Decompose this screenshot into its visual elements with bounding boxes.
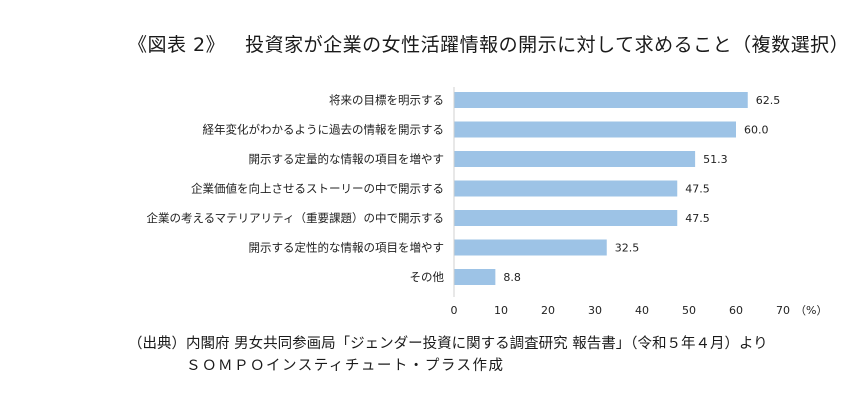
source-line-1: （出典）内閣府 男女共同参画局「ジェンダー投資に関する調査研究 報告書」（令和５… (128, 336, 768, 352)
category-label-5: 企業の考えるマテリアリティ（重要課題）の中で開示する (146, 211, 444, 225)
source-note: （出典）内閣府 男女共同参画局「ジェンダー投資に関する調査研究 報告書」（令和５… (128, 333, 768, 377)
value-label-6: 32.5 (615, 242, 640, 255)
x-tick-20: 20 (541, 304, 555, 317)
value-label-2: 60.0 (744, 124, 769, 137)
bar-4 (454, 180, 678, 197)
ticks-layer: 0 10 20 30 40 50 60 70 （%） (451, 304, 828, 317)
category-label-7: その他 (410, 270, 445, 284)
category-label-3: 開示する定量的な情報の項目を増やす (249, 152, 445, 166)
value-label-4: 47.5 (685, 183, 710, 196)
x-tick-70: 70 (776, 304, 790, 317)
x-tick-30: 30 (588, 304, 602, 317)
category-label-1: 将来の目標を明示する (329, 93, 444, 107)
category-label-6: 開示する定性的な情報の項目を増やす (249, 241, 445, 255)
x-tick-50: 50 (682, 304, 696, 317)
source-line-2: ＳＯＭＰＯインスティチュート・プラス作成 (186, 358, 505, 374)
bars-layer (454, 92, 748, 285)
category-label-4: 企業価値を向上させるストーリーの中で開示する (191, 182, 444, 196)
x-tick-40: 40 (635, 304, 649, 317)
bar-5 (454, 210, 678, 226)
bar-chart: 将来の目標を明示する 62.5 経年変化がわかるように過去の情報を開示する 60.0 開… (146, 87, 828, 317)
category-label-2: 経年変化がわかるように過去の情報を開示する (203, 123, 445, 137)
bar-2 (454, 121, 736, 138)
bar-1 (454, 92, 748, 108)
x-tick-0: 0 (451, 304, 458, 317)
x-tick-10: 10 (494, 304, 508, 317)
figure-label: 《図表 2》 (128, 34, 226, 56)
value-label-7: 8.8 (503, 271, 521, 284)
bar-3 (454, 151, 696, 167)
bar-7 (454, 269, 496, 285)
title-text: 投資家が企業の女性活躍情報の開示に対して求めること（複数選択） (245, 34, 850, 56)
value-label-1: 62.5 (756, 94, 781, 107)
value-label-5: 47.5 (685, 212, 710, 225)
bar-6 (454, 239, 607, 256)
value-label-3: 51.3 (703, 153, 728, 166)
chart-title: 《図表 2》 投資家が企業の女性活躍情報の開示に対して求めること（複数選択） (128, 30, 849, 57)
x-tick-60: 60 (729, 304, 743, 317)
labels-layer: 将来の目標を明示する 62.5 経年変化がわかるように過去の情報を開示する 60.0 開… (146, 93, 780, 284)
x-axis-unit: （%） (795, 304, 827, 317)
